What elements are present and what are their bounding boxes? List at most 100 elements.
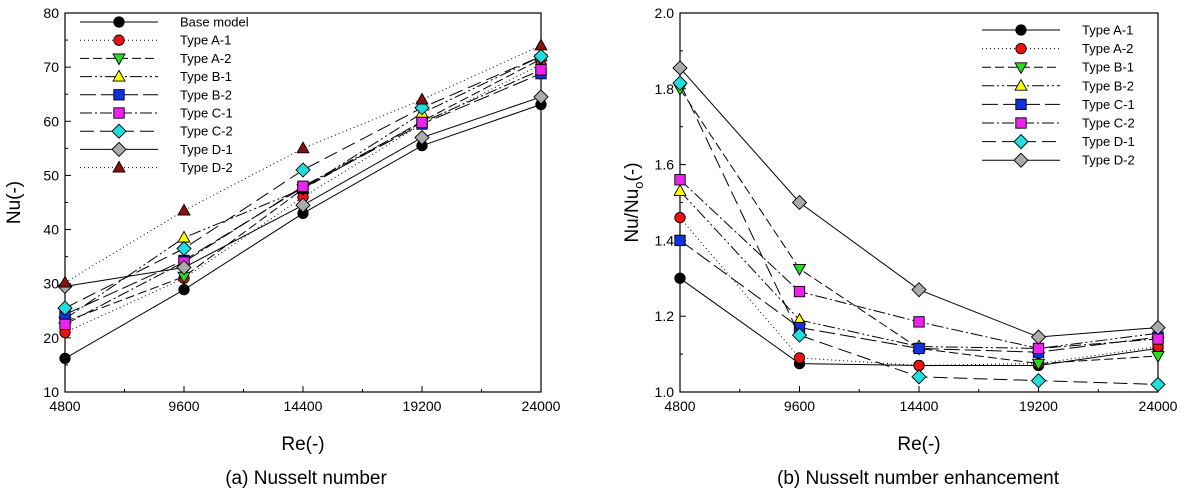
legend-item: Type C-2: [982, 116, 1135, 131]
y-tick-label: 2.0: [655, 5, 675, 21]
legend-item: Type C-1: [80, 106, 233, 121]
legend-item: Type B-1: [80, 69, 232, 84]
legend-item: Type D-1: [80, 141, 233, 158]
data-point: [178, 284, 190, 296]
data-point: [672, 75, 688, 91]
legend-label: Type C-2: [180, 124, 233, 139]
x-tick-label: 14400: [900, 398, 939, 414]
series-type-d-2: [672, 60, 1166, 345]
data-point: [674, 212, 686, 224]
series-type-c-2: [674, 174, 1164, 355]
caption-a: (a) Nusselt number: [225, 468, 387, 489]
legend-item: Type C-2: [80, 123, 233, 139]
x-tick-label: 24000: [1139, 398, 1178, 414]
series-line: [64, 55, 542, 320]
legend-item: Type B-2: [982, 78, 1134, 93]
legend-label: Type B-1: [1082, 60, 1134, 75]
data-point: [415, 92, 429, 105]
data-point: [533, 89, 549, 105]
data-point: [295, 162, 311, 178]
data-point: [792, 263, 807, 276]
legend-marker: [113, 107, 125, 119]
caption-b: (b) Nusselt number enhancement: [777, 468, 1060, 489]
data-point: [674, 174, 686, 186]
legend-item: Type D-2: [982, 152, 1135, 168]
data-point: [416, 116, 428, 129]
legend-marker: [111, 123, 127, 139]
data-point: [535, 64, 547, 76]
y-tick-label: 60: [43, 113, 59, 129]
data-point: [177, 230, 191, 243]
data-point: [1150, 319, 1166, 336]
legend-label: Type A-2: [180, 51, 231, 66]
y-tick-label: 10: [43, 384, 59, 400]
data-point: [59, 352, 71, 365]
series-group-b: [672, 60, 1166, 393]
y-tick-label: 80: [43, 5, 59, 21]
data-point: [177, 203, 191, 216]
x-axis-label-b: Re(-): [897, 434, 940, 455]
series-type-d-2: [58, 38, 548, 288]
data-point: [176, 240, 192, 257]
legend-marker: [112, 69, 126, 82]
legend-marker: [1013, 152, 1029, 168]
x-tick-label: 19200: [1019, 398, 1058, 414]
legend-label: Type C-1: [180, 106, 233, 121]
y-tick-label: 30: [43, 276, 59, 292]
legend-item: Type D-1: [982, 133, 1135, 150]
legend-item: Type A-2: [80, 51, 231, 66]
y-axis-ticks-b: 1.0 1.2 1.4 1.6 1.8 2.0: [655, 5, 686, 400]
x-tick-label: 24000: [522, 398, 561, 414]
y-axis-label-b-main: Nu/Nu: [622, 189, 643, 243]
y-axis-ticks-a: 10 20 30 40 50 60 70 80: [43, 5, 71, 400]
legend-label: Type B-1: [180, 69, 232, 84]
y-tick-label: 50: [43, 167, 59, 183]
series-group-a: [57, 38, 549, 365]
x-axis-ticks-a: 4800 9600 14400 19200 24000: [49, 386, 561, 414]
data-point: [1030, 372, 1047, 389]
x-tick-label: 19200: [403, 398, 442, 414]
data-point: [296, 141, 310, 154]
legend-label: Type D-2: [1082, 153, 1135, 168]
data-point: [673, 183, 687, 197]
legend-label: Type C-2: [1082, 116, 1135, 131]
legend-label: Type A-2: [1082, 41, 1133, 56]
legend-marker: [1015, 98, 1027, 111]
legend-marker: [112, 53, 126, 66]
series-type-c-2: [57, 48, 549, 316]
data-point: [58, 275, 72, 288]
panel-b-nusselt-enhancement: 4800 9600 14400 19200 24000 1.0 1.2 1.4 1.6 1.8 2…: [622, 5, 1178, 489]
y-axis-label-b-tail: (-): [622, 162, 643, 181]
data-point: [1030, 329, 1047, 345]
legend-item: Type A-1: [80, 33, 231, 48]
x-axis-ticks-b: 4800 9600 14400 19200 24000: [664, 386, 1178, 414]
legend-b: Type A-1 Type A-2 Type B-1 Type B-2 Type C-1…: [982, 23, 1135, 168]
legend-label: Type C-1: [1082, 97, 1135, 112]
data-point: [295, 197, 311, 213]
series-line: [64, 73, 542, 316]
y-axis-label-a: Nu(-): [4, 181, 25, 224]
legend-item: Type A-1: [982, 23, 1133, 38]
data-point: [1032, 342, 1045, 355]
legend-marker: [1013, 133, 1029, 150]
x-axis-label-a: Re(-): [281, 434, 324, 455]
series-type-b-2: [673, 183, 1165, 354]
series-base-model: [59, 98, 547, 365]
legend-label: Type B-2: [1082, 78, 1134, 93]
legend-item: Type B-2: [80, 87, 232, 102]
data-point: [791, 327, 808, 343]
data-point: [913, 342, 925, 355]
data-point: [176, 259, 192, 276]
legend-item: Type D-2: [80, 160, 233, 175]
y-tick-label: 1.6: [655, 157, 675, 173]
legend-label: Type A-1: [180, 33, 231, 48]
legend-marker: [1015, 117, 1027, 129]
legend-marker: [1015, 24, 1027, 36]
data-point: [533, 48, 549, 64]
data-point: [913, 359, 925, 372]
legend-marker: [113, 89, 125, 101]
data-point: [911, 282, 927, 298]
legend-label: Base model: [180, 15, 249, 30]
panel-a-nusselt-number: 4800 9600 14400 19200 24000 10 20 30 40 50 60 70 80…: [4, 5, 561, 489]
